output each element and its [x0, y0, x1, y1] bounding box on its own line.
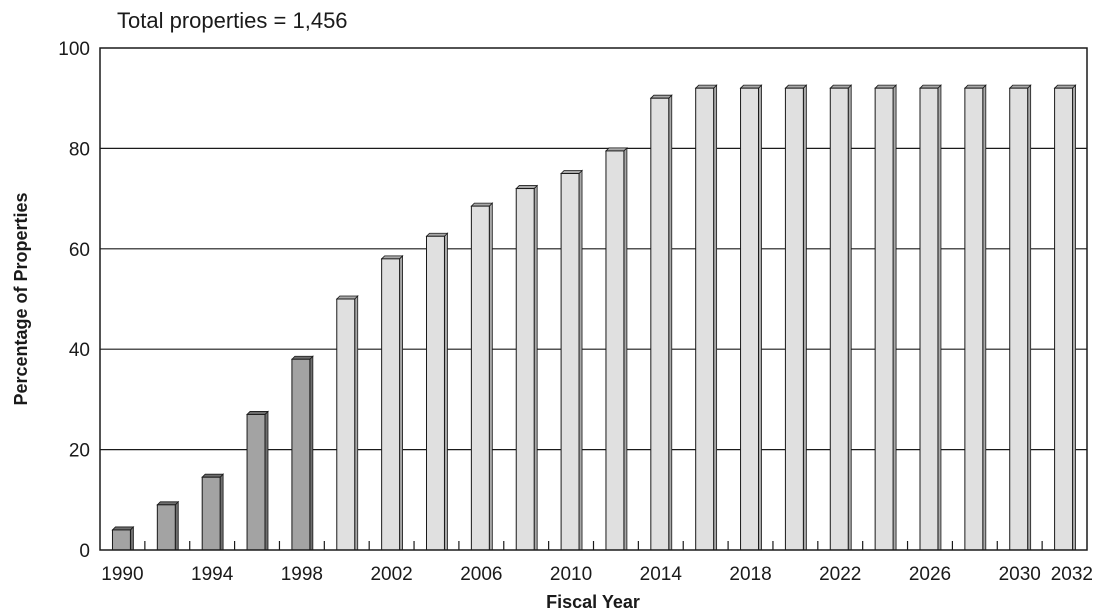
plot-frame	[99, 47, 1088, 551]
bar-2026	[919, 84, 942, 551]
x-tick-labels: 1990 1994 1998 2002 2006 2010 2014 2018 2022 2026…	[101, 564, 1093, 585]
bar-2000	[335, 295, 359, 551]
x-tick-label: 2018	[729, 564, 771, 585]
x-tick-label: 1998	[281, 564, 323, 585]
bars	[111, 84, 1077, 551]
x-axis-title: Fiscal Year	[546, 592, 640, 612]
bar-front	[1054, 87, 1074, 551]
bar-2020	[784, 84, 808, 551]
x-tick-label: 2030	[999, 564, 1041, 585]
y-tick-label: 0	[79, 541, 90, 562]
bar-2006	[470, 202, 494, 551]
x-tick-label: 1994	[191, 564, 234, 585]
bar-front	[560, 173, 580, 551]
bar-front	[381, 258, 401, 551]
bar-2022	[829, 84, 853, 551]
bar-front	[515, 188, 535, 551]
bar-1990	[111, 525, 135, 551]
bar-2004	[425, 232, 449, 551]
bar-front	[201, 476, 221, 551]
bar-front	[650, 97, 670, 551]
bar-front	[964, 87, 984, 551]
x-tick-label: 2032	[1051, 564, 1093, 585]
bar-2016	[694, 84, 718, 551]
bar-2030	[1008, 84, 1032, 551]
bar-front	[111, 529, 131, 551]
bar-front	[740, 87, 759, 551]
bar-1998	[290, 355, 314, 551]
chart-annotation: Total properties = 1,456	[117, 8, 348, 33]
y-axis-title: Percentage of Properties	[11, 192, 31, 405]
y-tick-label: 100	[58, 39, 90, 60]
bar-front	[470, 205, 490, 551]
bar-2014	[649, 94, 673, 551]
bar-2010	[560, 169, 584, 551]
bar-2008	[515, 184, 539, 551]
bar-front	[246, 413, 266, 551]
bar-front	[291, 358, 311, 551]
bar-front	[426, 235, 445, 551]
bar-front	[336, 298, 356, 551]
bar-front	[156, 504, 176, 551]
x-tick-label: 2010	[550, 564, 592, 585]
y-tick-labels: 0 20 40 60 80 100	[58, 39, 90, 562]
bar-front	[829, 87, 849, 551]
x-tick-label: 2026	[909, 564, 951, 585]
x-tick-label: 2002	[370, 564, 412, 585]
bar-2032	[1053, 84, 1077, 551]
bar-1994	[201, 473, 225, 551]
y-tick-label: 40	[69, 340, 90, 361]
bar-2028	[963, 84, 987, 551]
bar-front	[605, 150, 625, 551]
bar-front	[874, 87, 894, 551]
bar-2012	[604, 146, 628, 551]
x-tick-label: 2006	[460, 564, 502, 585]
bar-front	[695, 87, 715, 551]
bar-2002	[380, 254, 404, 551]
y-tick-label: 60	[69, 240, 90, 261]
x-tick-marks	[144, 541, 1043, 550]
bar-1992	[156, 500, 180, 551]
bar-2018	[739, 84, 763, 551]
bar-front	[919, 87, 939, 551]
bar-1996	[246, 410, 269, 551]
x-tick-label: 2014	[640, 564, 683, 585]
x-tick-label: 1990	[101, 564, 143, 585]
bar-front	[784, 87, 804, 551]
bar-2024	[874, 84, 898, 551]
x-tick-label: 2022	[819, 564, 861, 585]
y-tick-label: 80	[69, 139, 90, 160]
bar-front	[1009, 87, 1029, 551]
y-tick-label: 20	[69, 441, 90, 462]
